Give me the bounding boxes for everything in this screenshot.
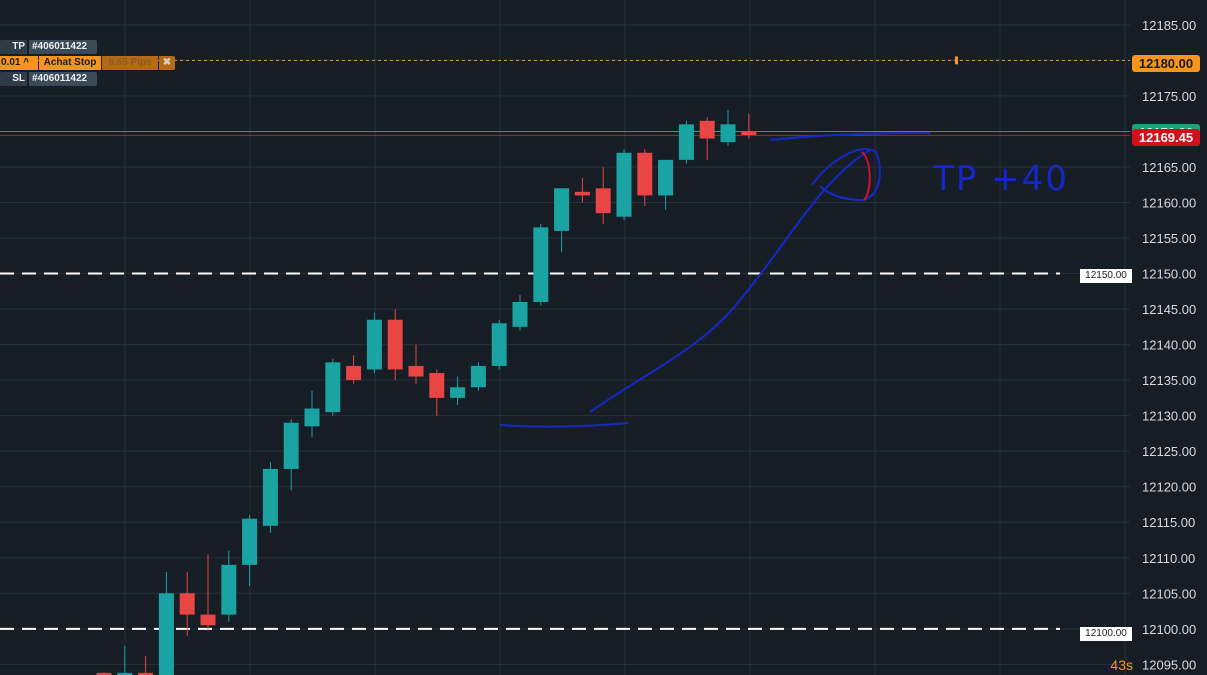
order-distance-pips: 9.65 Pips — [102, 56, 158, 70]
candle-body — [741, 131, 757, 135]
candle-body — [387, 319, 403, 370]
candle-body — [138, 672, 154, 675]
current-price-tag: 12169.45 — [1132, 129, 1200, 146]
order-type: Achat Stop — [39, 56, 101, 70]
price-tick-label: 12150.00 — [1142, 267, 1196, 282]
grid — [0, 0, 1130, 675]
candle-body — [283, 422, 299, 469]
price-tick-label: 12135.00 — [1142, 373, 1196, 388]
candle-body — [179, 593, 195, 615]
candles — [96, 110, 757, 675]
candle-body — [491, 323, 507, 366]
hand-drawings: TP +40 — [499, 131, 1069, 428]
candle-body — [325, 362, 341, 413]
price-tick-label: 12125.00 — [1142, 444, 1196, 459]
drawing-annotation: TP +40 — [932, 159, 1069, 199]
candle-body — [450, 387, 466, 398]
price-tick-label: 12110.00 — [1142, 551, 1195, 566]
candle-body — [616, 152, 632, 217]
drawing-loop — [811, 148, 881, 202]
price-tick-label: 12145.00 — [1142, 302, 1196, 317]
drawing-top-line — [769, 131, 931, 141]
level-tag-12150: 12150.00 — [1080, 269, 1132, 283]
price-tick-label: 12185.00 — [1142, 18, 1196, 33]
candle-body — [512, 301, 528, 327]
sl-order-id: #406011422 — [29, 72, 97, 86]
price-tick-label: 12175.00 — [1142, 89, 1196, 104]
candle-body — [158, 593, 174, 675]
order-close-icon[interactable]: ✖ — [159, 56, 175, 70]
candle-body — [429, 373, 445, 398]
drawing-red-bracket — [861, 151, 871, 201]
candle-body — [366, 319, 382, 370]
candle-body — [554, 188, 570, 231]
candle-body — [200, 614, 216, 626]
tp-key: TP — [0, 40, 27, 54]
candle-body — [699, 120, 715, 139]
candle-body — [242, 518, 258, 565]
sl-key: SL — [0, 72, 27, 86]
candle-body — [720, 124, 736, 143]
candle-body — [117, 672, 133, 675]
reference-lines — [0, 56, 1130, 630]
candle-body — [408, 365, 424, 377]
price-tick-label: 12105.00 — [1142, 586, 1196, 601]
candle-body — [470, 365, 486, 388]
tp-tag[interactable]: TP #406011422 — [0, 40, 97, 54]
price-tick-label: 12155.00 — [1142, 231, 1196, 246]
candle-body — [346, 365, 362, 381]
order-marker — [955, 56, 958, 65]
sl-tag[interactable]: SL #406011422 — [0, 72, 97, 86]
candle-body — [678, 124, 694, 160]
price-axis: 12095.00 12100.00 12105.00 12110.00 12115.00… — [1142, 18, 1196, 672]
price-tick-label: 12115.00 — [1142, 515, 1195, 530]
order-price-tag: 12180.00 — [1132, 55, 1200, 72]
candle-body — [595, 188, 611, 214]
level-tag-12100: 12100.00 — [1080, 627, 1132, 641]
price-tick-label: 12100.00 — [1142, 622, 1196, 637]
candle-body — [533, 227, 549, 302]
candle-body — [96, 672, 112, 675]
candle-body — [304, 408, 320, 427]
price-tick-label: 12120.00 — [1142, 480, 1196, 495]
order-quantity[interactable]: 0.01 ^ — [0, 56, 38, 70]
price-tick-label: 12160.00 — [1142, 196, 1196, 211]
drawing-trend-curve — [589, 149, 871, 413]
price-tick-label: 12140.00 — [1142, 338, 1196, 353]
candle-timer: 43s — [1110, 657, 1133, 673]
candle-body — [637, 152, 653, 196]
candle-body — [574, 191, 590, 196]
drawing-support-line — [499, 422, 629, 428]
tp-order-id: #406011422 — [29, 40, 97, 54]
candle-body — [658, 159, 674, 196]
candle-body — [262, 468, 278, 526]
candle-body — [221, 564, 237, 615]
price-tick-label: 12165.00 — [1142, 160, 1196, 175]
price-tick-label: 12130.00 — [1142, 409, 1196, 424]
price-tick-label: 12095.00 — [1142, 657, 1196, 672]
